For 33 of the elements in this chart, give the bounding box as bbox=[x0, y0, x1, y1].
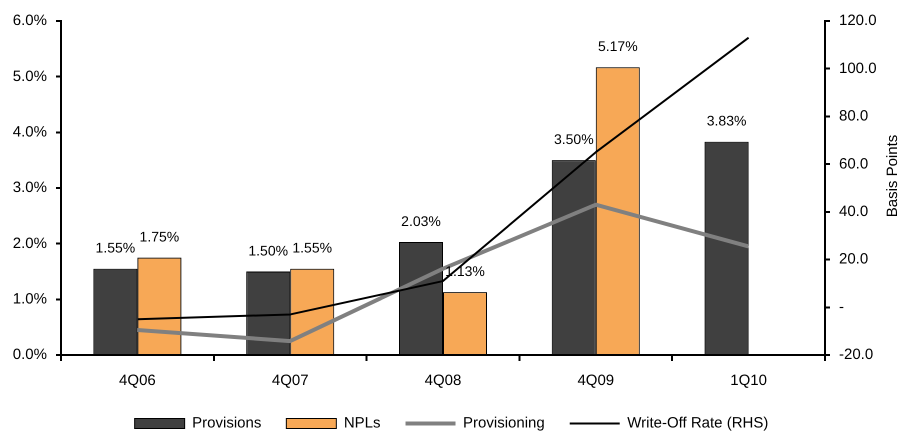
y-tick-label: 5.0% bbox=[12, 68, 47, 85]
y2-tick-label: 120.0 bbox=[839, 12, 877, 30]
data-label: 3.83% bbox=[706, 112, 746, 129]
legend-label: Provisioning bbox=[463, 414, 545, 432]
y-tick-label: 6.0% bbox=[12, 12, 47, 30]
data-label: 1.55% bbox=[96, 240, 136, 256]
y2-tick-label: - bbox=[839, 298, 844, 316]
x-tick-label: 4Q06 bbox=[119, 372, 156, 390]
y-tick-label: 3.0% bbox=[12, 179, 47, 196]
y-tick-label: 0.0% bbox=[12, 346, 47, 364]
y2-tick-label: 100.0 bbox=[839, 60, 877, 77]
data-label: 1.55% bbox=[292, 240, 332, 256]
data-label: 5.17% bbox=[598, 38, 638, 54]
data-label: 2.03% bbox=[401, 212, 441, 229]
y-tick-label: 1.0% bbox=[12, 290, 47, 308]
y2-tick-label: 20.0 bbox=[839, 250, 868, 268]
data-label: 1.50% bbox=[248, 242, 288, 258]
x-tick-label: 4Q08 bbox=[424, 372, 462, 390]
y2-tick-label: -20.0 bbox=[839, 346, 874, 364]
y2-axis-title: Basis Points bbox=[884, 134, 902, 218]
legend-label: NPLs bbox=[344, 414, 381, 432]
legend-label: Provisions bbox=[192, 414, 262, 432]
x-tick-label: 4Q07 bbox=[272, 372, 309, 390]
data-label: 3.50% bbox=[554, 131, 594, 148]
y2-tick-label: 60.0 bbox=[839, 155, 868, 172]
x-tick-label: 1Q10 bbox=[730, 372, 767, 390]
x-tick-label: 4Q09 bbox=[577, 372, 614, 390]
y2-tick-label: 80.0 bbox=[839, 108, 868, 125]
y-tick-label: 2.0% bbox=[12, 234, 47, 252]
legend-label: Write-Off Rate (RHS) bbox=[627, 414, 768, 432]
y-tick-label: 4.0% bbox=[12, 123, 47, 140]
y2-tick-label: 40.0 bbox=[839, 203, 868, 220]
data-label: 1.75% bbox=[140, 228, 180, 244]
